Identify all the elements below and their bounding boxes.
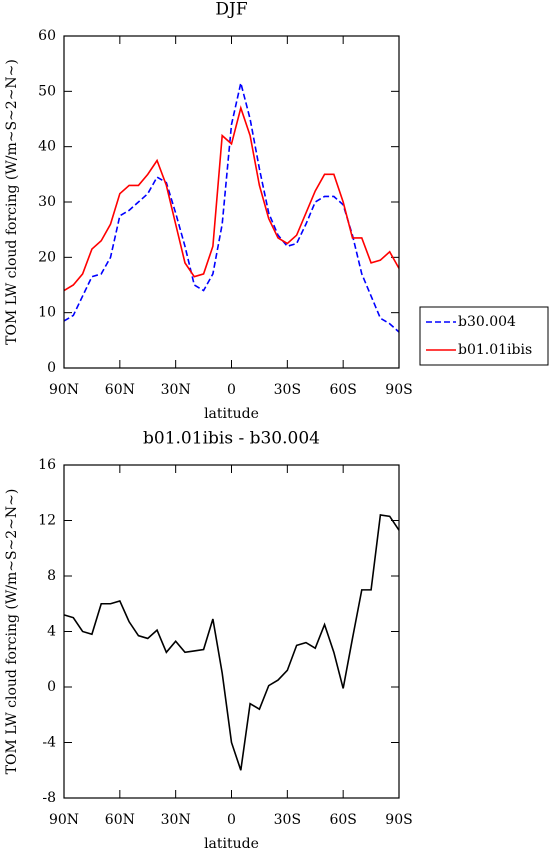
y-tick-label: 12 xyxy=(38,513,56,529)
plot-frame xyxy=(63,35,400,369)
x-axis-label: latitude xyxy=(204,406,259,422)
y-tick-label: 16 xyxy=(38,457,56,473)
x-tick-label: 0 xyxy=(227,382,236,398)
x-tick-label: 90N xyxy=(49,812,79,828)
series-line xyxy=(63,82,400,333)
series-line xyxy=(63,514,400,771)
series-line xyxy=(63,105,400,292)
x-tick-label: 30N xyxy=(161,812,191,828)
y-tick-label: 8 xyxy=(47,568,56,584)
x-tick-label: 60S xyxy=(329,382,356,398)
y-tick-label: 30 xyxy=(38,194,56,210)
y-tick-label: 4 xyxy=(47,624,56,640)
y-tick-label: 10 xyxy=(38,305,56,321)
x-tick-label: 60S xyxy=(329,812,356,828)
x-tick-label: 30N xyxy=(161,382,191,398)
y-tick-label: -4 xyxy=(42,735,56,751)
legend-label: b01.01ibis xyxy=(458,342,532,358)
x-tick-label: 90N xyxy=(49,382,79,398)
y-tick-label: -8 xyxy=(42,790,56,806)
y-tick-label: 50 xyxy=(38,83,56,99)
x-tick-label: 60N xyxy=(105,382,135,398)
y-tick-label: 60 xyxy=(38,28,56,44)
y-tick-label: 0 xyxy=(47,679,56,695)
x-axis-label: latitude xyxy=(204,836,259,851)
y-tick-label: 40 xyxy=(38,139,56,155)
x-tick-label: 30S xyxy=(274,812,301,828)
chart-title: b01.01ibis - b30.004 xyxy=(143,429,320,449)
legend-label: b30.004 xyxy=(458,314,516,330)
y-axis-label: TOM LW cloud forcing (W/m~S~2~N~) xyxy=(4,59,20,345)
y-tick-label: 20 xyxy=(38,249,56,265)
y-axis-label: TOM LW cloud forcing (W/m~S~2~N~) xyxy=(4,489,20,775)
plot-frame xyxy=(63,464,400,799)
x-tick-label: 90S xyxy=(385,382,412,398)
x-tick-label: 0 xyxy=(227,812,236,828)
legend-box xyxy=(419,306,549,366)
x-tick-label: 90S xyxy=(385,812,412,828)
x-tick-label: 30S xyxy=(274,382,301,398)
chart-title: DJF xyxy=(215,0,247,20)
y-tick-label: 0 xyxy=(47,360,56,376)
x-tick-label: 60N xyxy=(105,812,135,828)
